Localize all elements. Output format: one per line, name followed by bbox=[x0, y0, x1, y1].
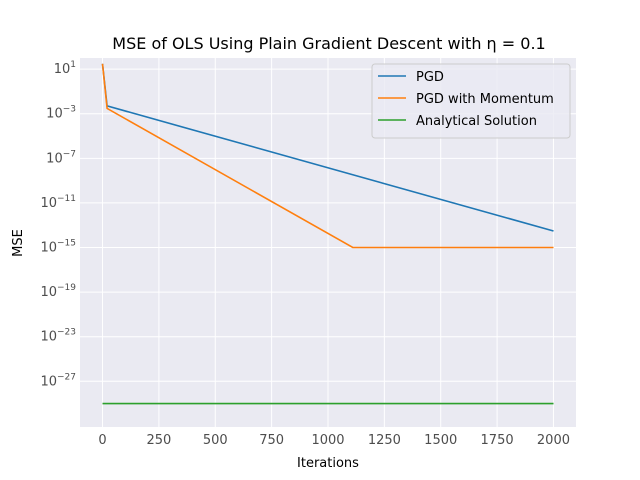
x-axis-label: Iterations bbox=[297, 456, 359, 471]
x-tick-label: 750 bbox=[259, 433, 284, 448]
y-tick-label: 101 bbox=[54, 60, 76, 77]
y-tick-labels: 101 10−3 10−7 10−11 10−15 10−19 10−23 10−27 bbox=[40, 60, 76, 389]
x-tick-label: 1250 bbox=[368, 433, 401, 448]
y-tick-label: 10−23 bbox=[40, 328, 76, 345]
x-tick-label: 1500 bbox=[424, 433, 457, 448]
y-tick-label: 10−3 bbox=[46, 105, 76, 122]
y-tick-label: 10−19 bbox=[40, 283, 76, 300]
y-tick-label: 10−11 bbox=[40, 194, 76, 211]
series-lines bbox=[101, 63, 554, 405]
x-tick-label: 250 bbox=[146, 433, 171, 448]
legend-label: PGD bbox=[416, 70, 444, 85]
legend: PGD PGD with Momentum Analytical Solution bbox=[371, 63, 571, 139]
legend-label: PGD with Momentum bbox=[416, 92, 554, 107]
y-tick-label: 10−7 bbox=[46, 149, 76, 166]
x-tick-label: 500 bbox=[203, 433, 228, 448]
x-tick-labels: 0 250 500 750 1000 1250 1500 1750 2000 bbox=[98, 433, 570, 448]
x-tick-label: 1000 bbox=[311, 433, 344, 448]
y-axis-label: MSE bbox=[11, 229, 26, 257]
x-tick-label: 2000 bbox=[537, 433, 570, 448]
x-tick-label: 1750 bbox=[481, 433, 514, 448]
legend-label: Analytical Solution bbox=[416, 114, 537, 129]
chart-title: MSE of OLS Using Plain Gradient Descent … bbox=[112, 34, 545, 53]
series-line-pgd-with-momentum bbox=[101, 63, 554, 249]
y-tick-label: 10−27 bbox=[40, 372, 76, 389]
y-tick-label: 10−15 bbox=[40, 239, 76, 256]
legend-box bbox=[371, 63, 571, 139]
x-tick-label: 0 bbox=[98, 433, 106, 448]
